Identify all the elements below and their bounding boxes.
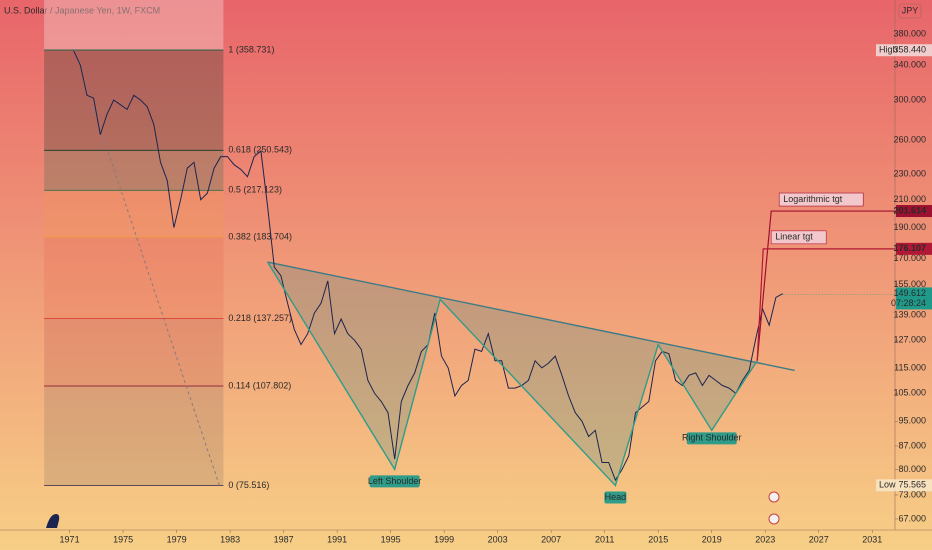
target-price: 201.614 xyxy=(893,205,926,215)
x-tick-label: 2007 xyxy=(541,534,561,544)
y-tick-label: 155.000 xyxy=(893,279,926,289)
low-label: Low xyxy=(879,480,896,490)
x-tick-label: 1995 xyxy=(381,534,401,544)
x-tick-label: 1999 xyxy=(434,534,454,544)
target-line xyxy=(756,210,895,361)
event-flag xyxy=(768,491,780,503)
target-label: Logarithmic tgt xyxy=(783,194,843,204)
annotation: Left Shoulder xyxy=(368,476,422,486)
last-price-box xyxy=(896,287,932,310)
pattern-line xyxy=(266,261,758,487)
y-tick-label: 87.000 xyxy=(898,440,926,450)
y-tick-label: 73.000 xyxy=(898,489,926,499)
y-tick-label: 210.000 xyxy=(893,194,926,204)
countdown: 07:28:24 xyxy=(891,298,926,308)
y-tick-label: 67.000 xyxy=(898,513,926,523)
logo xyxy=(46,514,60,528)
fib-band xyxy=(44,318,224,387)
annotation-box xyxy=(369,475,420,488)
y-tick-label: 170.000 xyxy=(893,253,926,263)
fib-band xyxy=(44,49,224,151)
x-tick-label: 1971 xyxy=(60,534,80,544)
y-tick-label: 105.000 xyxy=(893,388,926,398)
y-tick-label: 300.000 xyxy=(893,94,926,104)
currency[interactable]: JPY xyxy=(902,5,919,15)
x-tick-label: 2031 xyxy=(862,534,882,544)
annotation-box xyxy=(686,432,737,445)
high-value: 358.440 xyxy=(893,45,926,55)
high-label: High xyxy=(879,45,898,55)
y-tick-label: 139.000 xyxy=(893,309,926,319)
x-tick-label: 1975 xyxy=(113,534,133,544)
annotation-box xyxy=(604,491,627,504)
x-tick-label: 1979 xyxy=(167,534,187,544)
fib-box xyxy=(44,0,224,50)
x-tick-label: 1983 xyxy=(220,534,240,544)
fib-label: 0.5 (217.123) xyxy=(228,185,282,195)
chart-title: U.S. Dollar / Japanese Yen, 1W, FXCM xyxy=(4,5,160,15)
x-tick-label: 2003 xyxy=(488,534,508,544)
target-label-box xyxy=(778,192,864,207)
y-tick-label: 340.000 xyxy=(893,59,926,69)
y-tick-label: 127.000 xyxy=(893,335,926,345)
y-tick-label: 230.000 xyxy=(893,169,926,179)
y-tick-label: 260.000 xyxy=(893,134,926,144)
fib-trend xyxy=(73,49,220,486)
x-tick-label: 2023 xyxy=(755,534,775,544)
target-price: 176.107 xyxy=(893,243,926,253)
x-tick-label: 2027 xyxy=(809,534,829,544)
target-price-box xyxy=(896,205,932,218)
currency-box[interactable] xyxy=(898,3,922,19)
fib-band xyxy=(44,386,224,486)
y-tick-label: 115.000 xyxy=(894,362,926,372)
target-label: Linear tgt xyxy=(775,232,813,242)
low-box xyxy=(876,479,932,492)
target-price-box xyxy=(896,242,932,255)
x-tick-label: 2015 xyxy=(648,534,668,544)
target-line xyxy=(756,248,895,361)
y-tick-label: 95.000 xyxy=(898,416,926,426)
fib-label: 0.618 (250.543) xyxy=(228,145,292,155)
neckline xyxy=(267,261,795,372)
fib-label: 0.382 (183.704) xyxy=(228,231,292,241)
fib-label: 0.218 (137.257) xyxy=(228,313,292,323)
last-price: 149.612 xyxy=(893,288,926,298)
y-tick-label: 80.000 xyxy=(898,464,926,474)
x-tick-label: 2019 xyxy=(702,534,722,544)
x-tick-label: 1991 xyxy=(327,534,347,544)
fib-band xyxy=(44,237,224,319)
low-value: 75.565 xyxy=(898,480,926,490)
fib-band xyxy=(44,190,224,238)
target-label-box xyxy=(770,230,827,245)
annotation: Right Shoulder xyxy=(682,433,742,443)
x-tick-label: 2011 xyxy=(595,534,614,544)
fib-label: 1 (358.731) xyxy=(228,44,274,54)
x-tick-label: 1987 xyxy=(274,534,294,544)
fib-band xyxy=(44,150,224,191)
y-tick-label: 190.000 xyxy=(893,222,926,232)
y-tick-label: 380.000 xyxy=(893,28,926,38)
event-flag xyxy=(768,513,780,525)
annotation: Head xyxy=(605,492,627,502)
high-box xyxy=(876,44,932,57)
fib-label: 0 (75.516) xyxy=(228,480,269,490)
fib-label: 0.114 (107.802) xyxy=(228,380,291,390)
